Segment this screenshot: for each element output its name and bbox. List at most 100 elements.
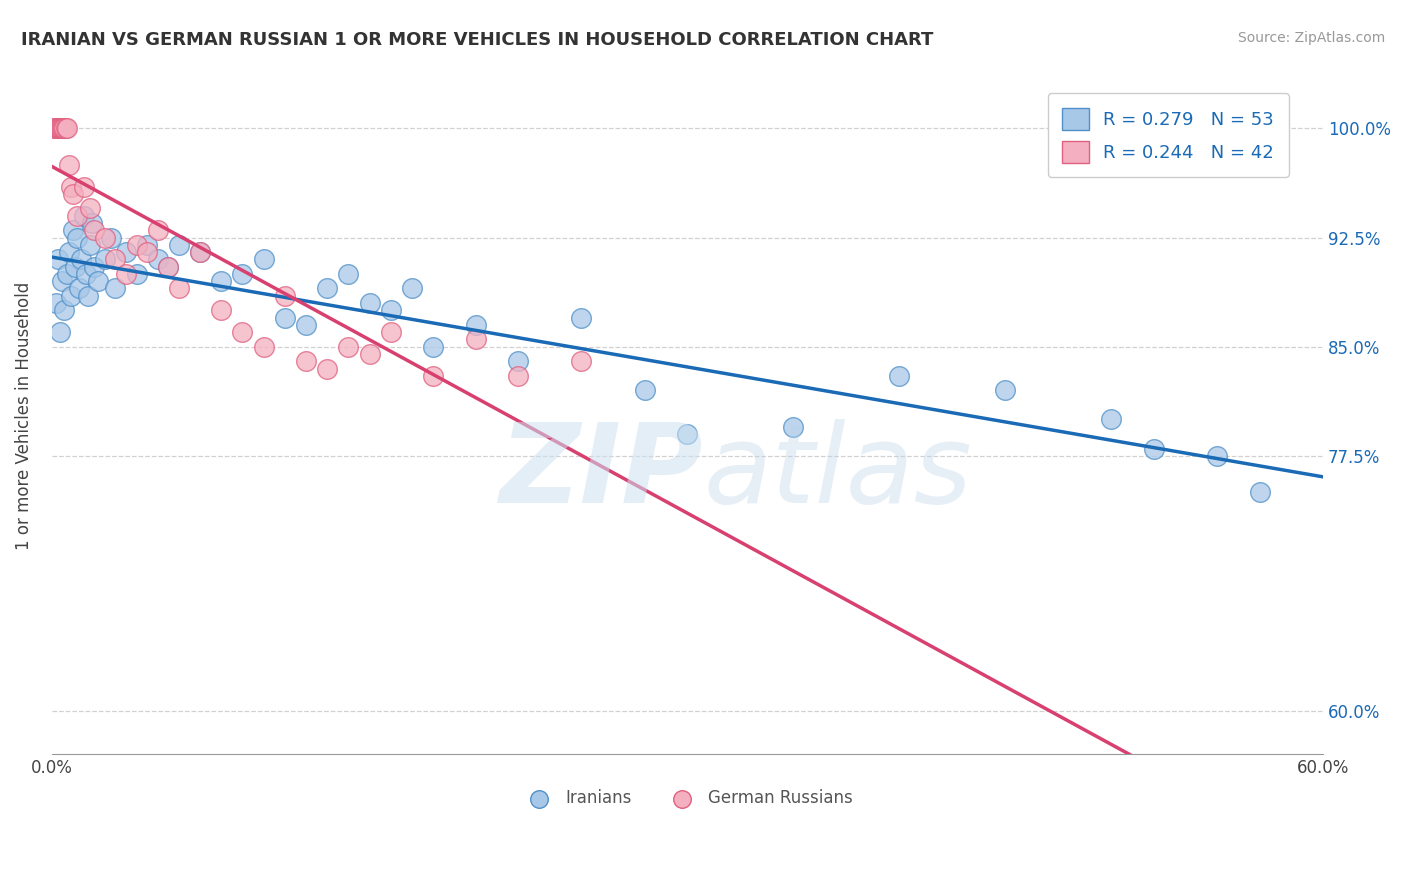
Point: [83, 260, 105, 274]
Point: [188, 245, 211, 260]
Point: [359, 347, 381, 361]
Point: [83, 223, 105, 237]
Point: [48, 121, 70, 136]
Point: [157, 260, 180, 274]
Point: [58, 158, 80, 172]
Point: [209, 303, 232, 318]
Point: [782, 419, 804, 434]
Point: [571, 354, 593, 368]
Point: [44, 121, 66, 136]
Point: [506, 354, 529, 368]
Point: [167, 237, 190, 252]
Point: [93, 252, 115, 267]
Point: [316, 281, 339, 295]
Point: [571, 310, 593, 325]
Point: [380, 325, 402, 339]
Point: [67, 281, 90, 295]
Text: IRANIAN VS GERMAN RUSSIAN 1 OR MORE VEHICLES IN HOUSEHOLD CORRELATION CHART: IRANIAN VS GERMAN RUSSIAN 1 OR MORE VEHI…: [21, 31, 934, 49]
Point: [125, 237, 148, 252]
Point: [295, 318, 318, 332]
Point: [316, 361, 339, 376]
Point: [66, 230, 89, 244]
Point: [52, 121, 75, 136]
Point: [72, 179, 94, 194]
Point: [55, 121, 77, 136]
Point: [59, 289, 82, 303]
Point: [401, 281, 423, 295]
Point: [49, 325, 72, 339]
Point: [51, 121, 73, 136]
Point: [1249, 485, 1271, 500]
Point: [125, 267, 148, 281]
Point: [53, 121, 76, 136]
Point: [100, 230, 122, 244]
Point: [45, 296, 67, 310]
Point: [231, 267, 253, 281]
Text: atlas: atlas: [703, 419, 972, 526]
Point: [337, 267, 360, 281]
Point: [55, 267, 77, 281]
Point: [93, 230, 115, 244]
Point: [464, 333, 486, 347]
Point: [70, 252, 93, 267]
Y-axis label: 1 or more Vehicles in Household: 1 or more Vehicles in Household: [15, 282, 32, 550]
Point: [274, 310, 297, 325]
Legend: Iranians, German Russians: Iranians, German Russians: [515, 782, 859, 814]
Point: [506, 368, 529, 383]
Point: [274, 289, 297, 303]
Point: [51, 274, 73, 288]
Point: [42, 121, 65, 136]
Point: [422, 368, 444, 383]
Point: [51, 121, 73, 136]
Point: [66, 209, 89, 223]
Point: [676, 427, 699, 442]
Text: Source: ZipAtlas.com: Source: ZipAtlas.com: [1237, 31, 1385, 45]
Point: [49, 121, 72, 136]
Point: [46, 121, 69, 136]
Point: [136, 237, 159, 252]
Point: [62, 186, 84, 201]
Point: [87, 274, 110, 288]
Point: [72, 209, 94, 223]
Point: [58, 245, 80, 260]
Point: [79, 237, 101, 252]
Point: [79, 202, 101, 216]
Point: [359, 296, 381, 310]
Point: [253, 252, 276, 267]
Point: [1099, 412, 1122, 426]
Point: [889, 368, 911, 383]
Point: [422, 340, 444, 354]
Point: [167, 281, 190, 295]
Point: [253, 340, 276, 354]
Point: [62, 223, 84, 237]
Point: [1142, 442, 1164, 456]
Point: [55, 121, 77, 136]
Point: [380, 303, 402, 318]
Point: [104, 281, 127, 295]
Point: [157, 260, 180, 274]
Point: [76, 289, 98, 303]
Point: [46, 121, 69, 136]
Point: [59, 179, 82, 194]
Point: [231, 325, 253, 339]
Point: [46, 252, 69, 267]
Point: [1206, 449, 1229, 463]
Point: [295, 354, 318, 368]
Point: [146, 223, 169, 237]
Point: [80, 216, 103, 230]
Point: [146, 252, 169, 267]
Point: [994, 384, 1017, 398]
Point: [337, 340, 360, 354]
Point: [188, 245, 211, 260]
Point: [115, 245, 138, 260]
Point: [45, 121, 67, 136]
Point: [464, 318, 486, 332]
Point: [53, 303, 76, 318]
Point: [136, 245, 159, 260]
Point: [209, 274, 232, 288]
Point: [104, 252, 127, 267]
Point: [75, 267, 97, 281]
Point: [63, 260, 86, 274]
Point: [634, 384, 657, 398]
Point: [115, 267, 138, 281]
